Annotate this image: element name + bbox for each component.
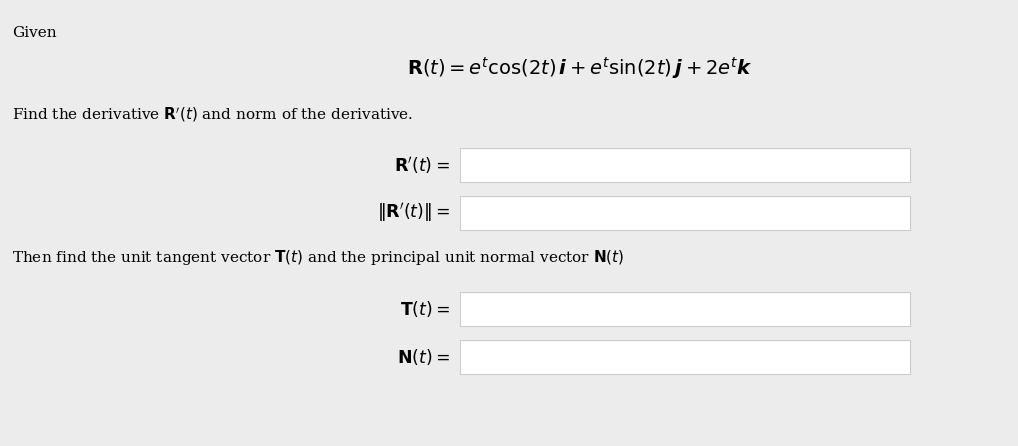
Text: $\|\mathbf{R}'(t)\| =$: $\|\mathbf{R}'(t)\| =$ [377, 202, 450, 224]
FancyBboxPatch shape [460, 148, 910, 182]
Text: $\mathbf{R}(t) = e^t \cos(2t)\, \boldsymbol{i} + e^t \sin(2t)\, \boldsymbol{j} +: $\mathbf{R}(t) = e^t \cos(2t)\, \boldsym… [407, 55, 752, 81]
Text: Then find the unit tangent vector $\mathbf{T}(t)$ and the principal unit normal : Then find the unit tangent vector $\math… [12, 248, 624, 267]
Text: $\mathbf{N}(t) =$: $\mathbf{N}(t) =$ [397, 347, 450, 367]
FancyBboxPatch shape [460, 340, 910, 374]
FancyBboxPatch shape [460, 292, 910, 326]
Text: $\mathbf{R}'(t) =$: $\mathbf{R}'(t) =$ [394, 154, 450, 175]
Text: Find the derivative $\mathbf{R}'(t)$ and norm of the derivative.: Find the derivative $\mathbf{R}'(t)$ and… [12, 105, 413, 124]
Text: Given: Given [12, 26, 57, 40]
FancyBboxPatch shape [460, 196, 910, 230]
Text: $\mathbf{T}(t) =$: $\mathbf{T}(t) =$ [400, 299, 450, 319]
